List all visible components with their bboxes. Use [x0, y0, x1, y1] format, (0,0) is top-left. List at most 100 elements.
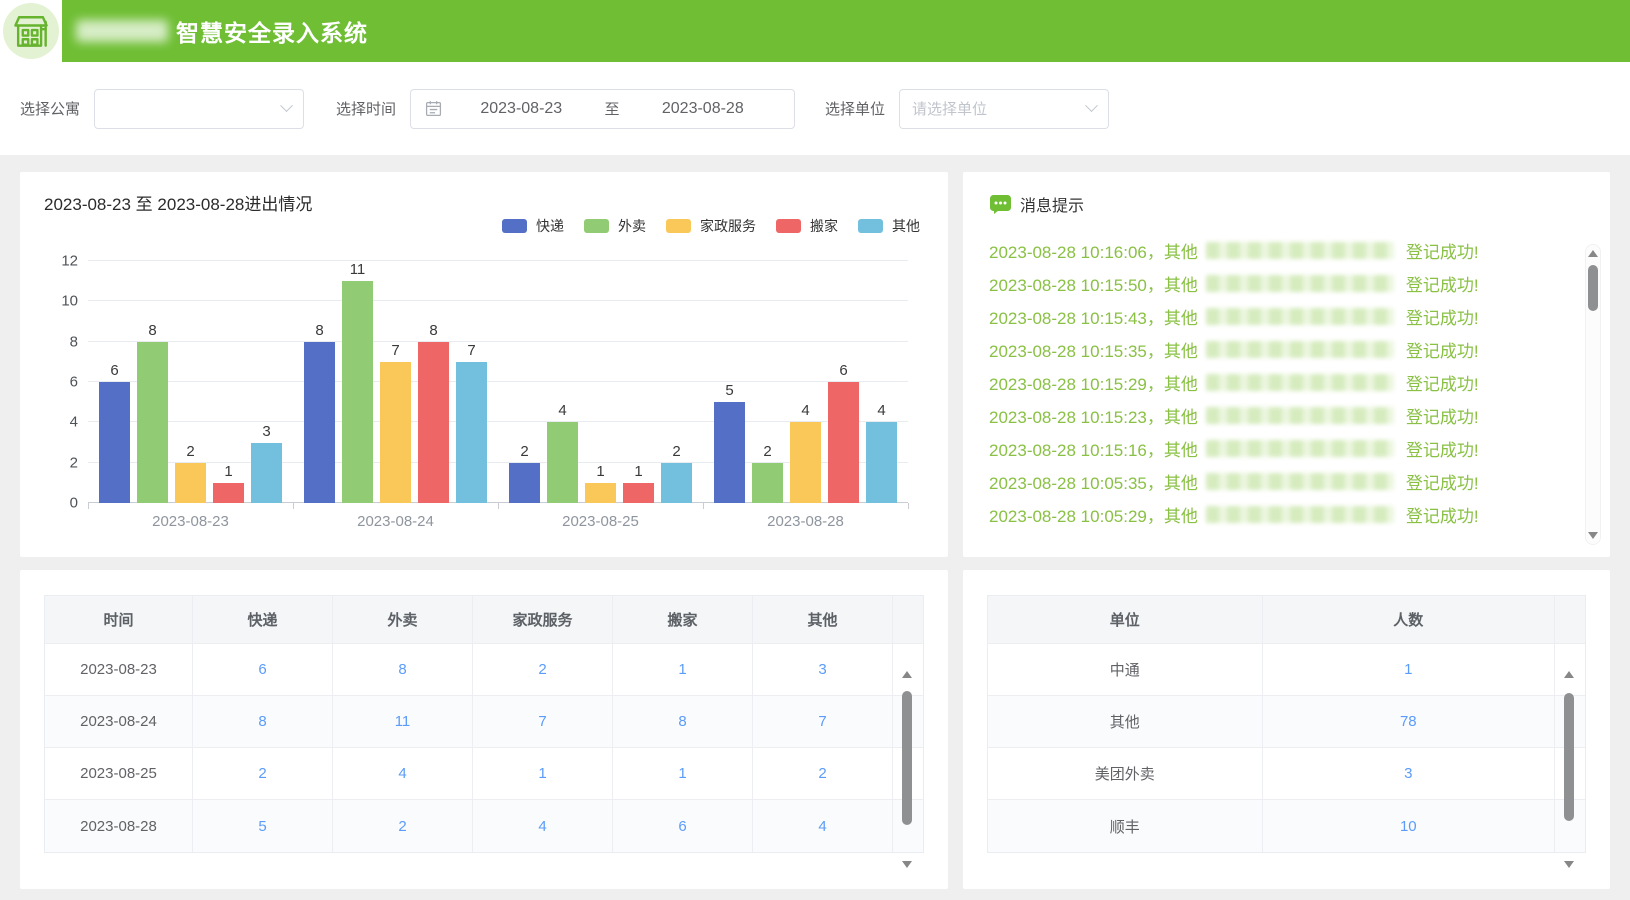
table-row: 2023-08-24 8 11 7 8 7 — [45, 696, 923, 748]
gridline — [88, 461, 908, 463]
legend-item[interactable]: 外卖 — [584, 216, 646, 236]
end-date[interactable]: 2023-08-28 — [661, 99, 744, 117]
table-row: 2023-08-28 5 2 4 6 4 — [45, 800, 923, 852]
table-header-row: 单位 人数 — [988, 596, 1585, 644]
time-label: 选择时间 — [336, 101, 397, 118]
start-date[interactable]: 2023-08-23 — [480, 99, 563, 117]
apartment-select[interactable] — [94, 88, 305, 129]
bar-搬家[interactable]: 1 — [213, 261, 244, 503]
bar-快递[interactable]: 6 — [99, 261, 130, 503]
message-item: 2023-08-28 10:15:29，其他 登记成功! — [989, 366, 1584, 399]
message-status: 登记成功! — [1405, 309, 1479, 328]
bar-快递[interactable]: 2 — [509, 261, 540, 503]
bar-家政服务[interactable]: 2 — [175, 261, 206, 503]
scroll-down-arrow-icon[interactable] — [1588, 532, 1598, 539]
count-cell[interactable]: 2 — [193, 748, 333, 800]
count-cell[interactable]: 2 — [753, 748, 893, 800]
bar-rect — [213, 482, 244, 503]
label-cell: 2023-08-28 — [45, 800, 193, 852]
bar-搬家[interactable]: 8 — [418, 261, 449, 503]
scroll-up-arrow-icon[interactable] — [1588, 250, 1598, 257]
message-item: 2023-08-28 10:15:16，其他 登记成功! — [989, 432, 1584, 465]
count-cell[interactable]: 1 — [473, 748, 613, 800]
count-cell[interactable]: 6 — [193, 644, 333, 696]
scroll-thumb[interactable] — [1563, 693, 1574, 821]
bar-快递[interactable]: 5 — [714, 261, 745, 503]
count-cell[interactable]: 4 — [753, 800, 893, 852]
count-cell[interactable]: 7 — [753, 696, 893, 748]
count-cell[interactable]: 5 — [193, 800, 333, 852]
bar-搬家[interactable]: 6 — [828, 261, 859, 503]
building-icon — [14, 16, 48, 47]
bar-搬家[interactable]: 1 — [623, 261, 654, 503]
units-table-scrollbar[interactable] — [1561, 669, 1576, 873]
gridline — [88, 421, 908, 423]
count-cell[interactable]: 2 — [473, 644, 613, 696]
label-cell: 顺丰 — [988, 800, 1263, 852]
bar-家政服务[interactable]: 7 — [380, 261, 411, 503]
bar-外卖[interactable]: 2 — [752, 261, 783, 503]
count-cell[interactable]: 1 — [613, 748, 753, 800]
message-status: 登记成功! — [1405, 243, 1479, 262]
bar-rect — [137, 341, 168, 503]
bar-rect — [380, 361, 411, 503]
entries-table-scrollbar[interactable] — [899, 669, 914, 873]
gridline — [88, 300, 908, 302]
count-cell[interactable]: 8 — [613, 696, 753, 748]
message-item: 2023-08-28 10:15:50，其他 登记成功! — [989, 267, 1584, 300]
count-cell[interactable]: 3 — [753, 644, 893, 696]
count-cell[interactable]: 2 — [333, 800, 473, 852]
bar-快递[interactable]: 8 — [304, 261, 335, 503]
count-cell[interactable]: 1 — [1262, 644, 1555, 696]
legend-item[interactable]: 快递 — [502, 216, 564, 236]
table-row: 2023-08-23 6 8 2 1 3 — [45, 644, 923, 696]
scroll-up-arrow-icon[interactable] — [901, 671, 912, 678]
scroll-down-arrow-icon[interactable] — [901, 861, 912, 868]
message-panel-title: 消息提示 — [1020, 198, 1085, 215]
message-status: 登记成功! — [1405, 276, 1479, 295]
legend-item[interactable]: 家政服务 — [666, 216, 756, 236]
count-cell[interactable]: 4 — [473, 800, 613, 852]
count-cell[interactable]: 10 — [1262, 800, 1555, 852]
scroll-up-arrow-icon[interactable] — [1563, 671, 1574, 678]
bar-其他[interactable]: 3 — [251, 261, 282, 503]
legend-label: 家政服务 — [700, 218, 756, 234]
count-cell[interactable]: 6 — [613, 800, 753, 852]
scroll-thumb[interactable] — [901, 691, 912, 825]
count-cell[interactable]: 78 — [1262, 696, 1555, 748]
table-header-row: 时间 快递 外卖 家政服务 搬家 其他 — [45, 596, 923, 644]
count-cell[interactable]: 1 — [613, 644, 753, 696]
table-row: 其他 78 — [988, 696, 1585, 748]
unit-select[interactable]: 请选择单位 — [899, 88, 1110, 129]
bar-外卖[interactable]: 11 — [342, 261, 373, 503]
bar-rect — [99, 382, 130, 503]
x-axis-tick — [88, 503, 89, 509]
x-axis-tick — [498, 503, 499, 509]
count-cell[interactable]: 8 — [193, 696, 333, 748]
count-cell[interactable]: 3 — [1262, 748, 1555, 800]
legend-label: 其他 — [892, 218, 920, 234]
date-range-input[interactable]: 2023-08-23 至 2023-08-28 — [410, 88, 796, 129]
message-panel-header: 消息提示 — [989, 192, 1584, 216]
legend-item[interactable]: 其他 — [858, 216, 920, 236]
bar-其他[interactable]: 4 — [866, 261, 897, 503]
count-cell[interactable]: 8 — [333, 644, 473, 696]
scroll-down-arrow-icon[interactable] — [1563, 861, 1574, 868]
bar-家政服务[interactable]: 4 — [790, 261, 821, 503]
bar-其他[interactable]: 2 — [661, 261, 692, 503]
legend-item[interactable]: 搬家 — [776, 216, 838, 236]
redacted-brand-name — [76, 20, 168, 42]
scroll-thumb[interactable] — [1588, 265, 1598, 311]
bar-外卖[interactable]: 8 — [137, 261, 168, 503]
bar-group: 6 8 2 1 3 — [88, 261, 293, 503]
count-cell[interactable]: 4 — [333, 748, 473, 800]
count-cell[interactable]: 7 — [473, 696, 613, 748]
bar-外卖[interactable]: 4 — [547, 261, 578, 503]
bar-其他[interactable]: 7 — [456, 261, 487, 503]
message-status: 登记成功! — [1405, 408, 1479, 427]
bar-value-label: 8 — [148, 321, 157, 339]
entries-table: 时间 快递 外卖 家政服务 搬家 其他 2023-08-23 6 8 2 1 3 2023-08-24 8… — [45, 596, 923, 852]
count-cell[interactable]: 11 — [333, 696, 473, 748]
bar-家政服务[interactable]: 1 — [585, 261, 616, 503]
message-scrollbar[interactable] — [1585, 244, 1601, 545]
